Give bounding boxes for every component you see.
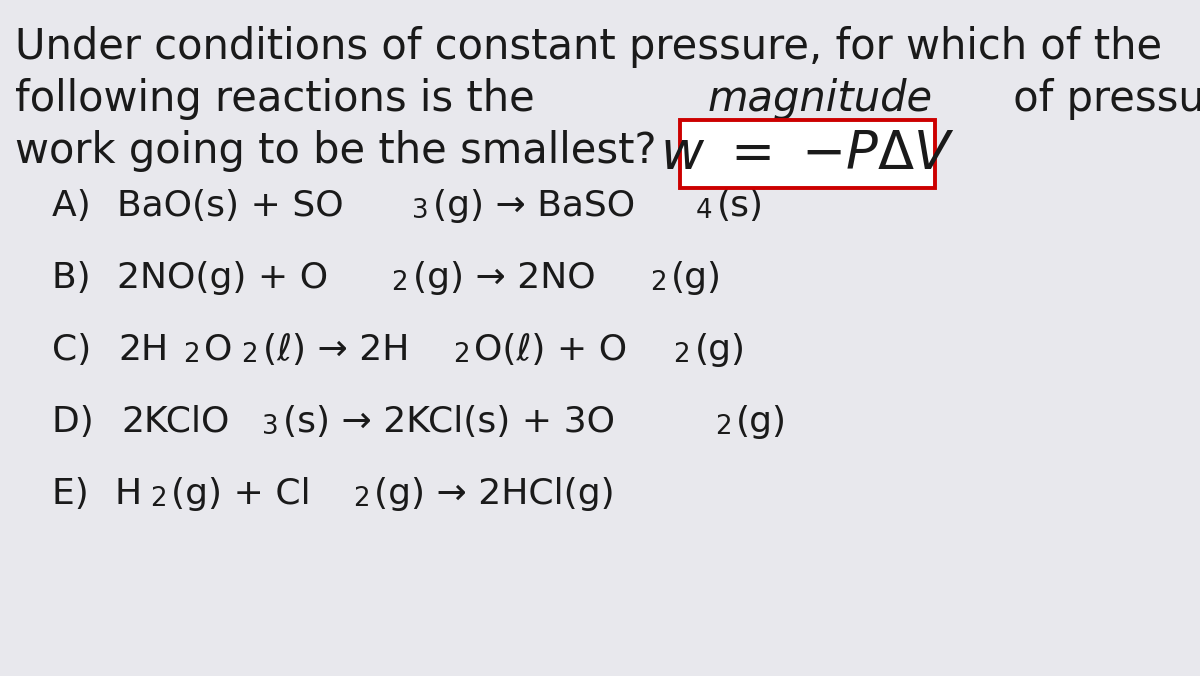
Text: C): C) (52, 333, 103, 367)
Text: 2: 2 (241, 342, 258, 368)
Text: 3: 3 (412, 198, 428, 224)
Text: 2: 2 (650, 270, 666, 296)
Text: (g): (g) (736, 405, 787, 439)
Text: $\it{w}$ $=$ $-P\Delta V$: $\it{w}$ $=$ $-P\Delta V$ (660, 128, 955, 180)
Text: 2: 2 (353, 486, 370, 512)
Text: O(ℓ) + O: O(ℓ) + O (474, 333, 628, 367)
FancyBboxPatch shape (680, 120, 935, 188)
Text: (g) → 2HCl(g): (g) → 2HCl(g) (374, 477, 614, 511)
Text: 2: 2 (184, 342, 199, 368)
Text: (g) + Cl: (g) + Cl (172, 477, 311, 511)
Text: A): A) (52, 189, 102, 223)
Text: (g): (g) (671, 261, 722, 295)
Text: D): D) (52, 405, 106, 439)
Text: (g): (g) (695, 333, 745, 367)
Text: 2: 2 (452, 342, 469, 368)
Text: 2: 2 (715, 414, 731, 440)
Text: following reactions is the: following reactions is the (14, 78, 548, 120)
Text: BaO(s) + SO: BaO(s) + SO (118, 189, 344, 223)
Text: 2KClO: 2KClO (121, 405, 229, 439)
Text: of pressure-volume: of pressure-volume (1000, 78, 1200, 120)
Text: Under conditions of constant pressure, for which of the: Under conditions of constant pressure, f… (14, 26, 1162, 68)
Text: work going to be the smallest?: work going to be the smallest? (14, 130, 656, 172)
Text: 4: 4 (696, 198, 713, 224)
Text: magnitude: magnitude (707, 78, 932, 120)
Text: E): E) (52, 477, 101, 511)
Text: 3: 3 (262, 414, 278, 440)
Text: 2: 2 (150, 486, 167, 512)
Text: (g) → 2NO: (g) → 2NO (413, 261, 595, 295)
Text: (s): (s) (718, 189, 764, 223)
Text: 2: 2 (391, 270, 408, 296)
Text: 2H: 2H (118, 333, 168, 367)
Text: H: H (115, 477, 142, 511)
Text: (ℓ) → 2H: (ℓ) → 2H (263, 333, 409, 367)
Text: (s) → 2KCl(s) + 3O: (s) → 2KCl(s) + 3O (283, 405, 616, 439)
Text: (g) → BaSO: (g) → BaSO (433, 189, 635, 223)
Text: 2NO(g) + O: 2NO(g) + O (118, 261, 329, 295)
Text: O: O (204, 333, 233, 367)
Text: B): B) (52, 261, 102, 295)
Text: 2: 2 (673, 342, 690, 368)
